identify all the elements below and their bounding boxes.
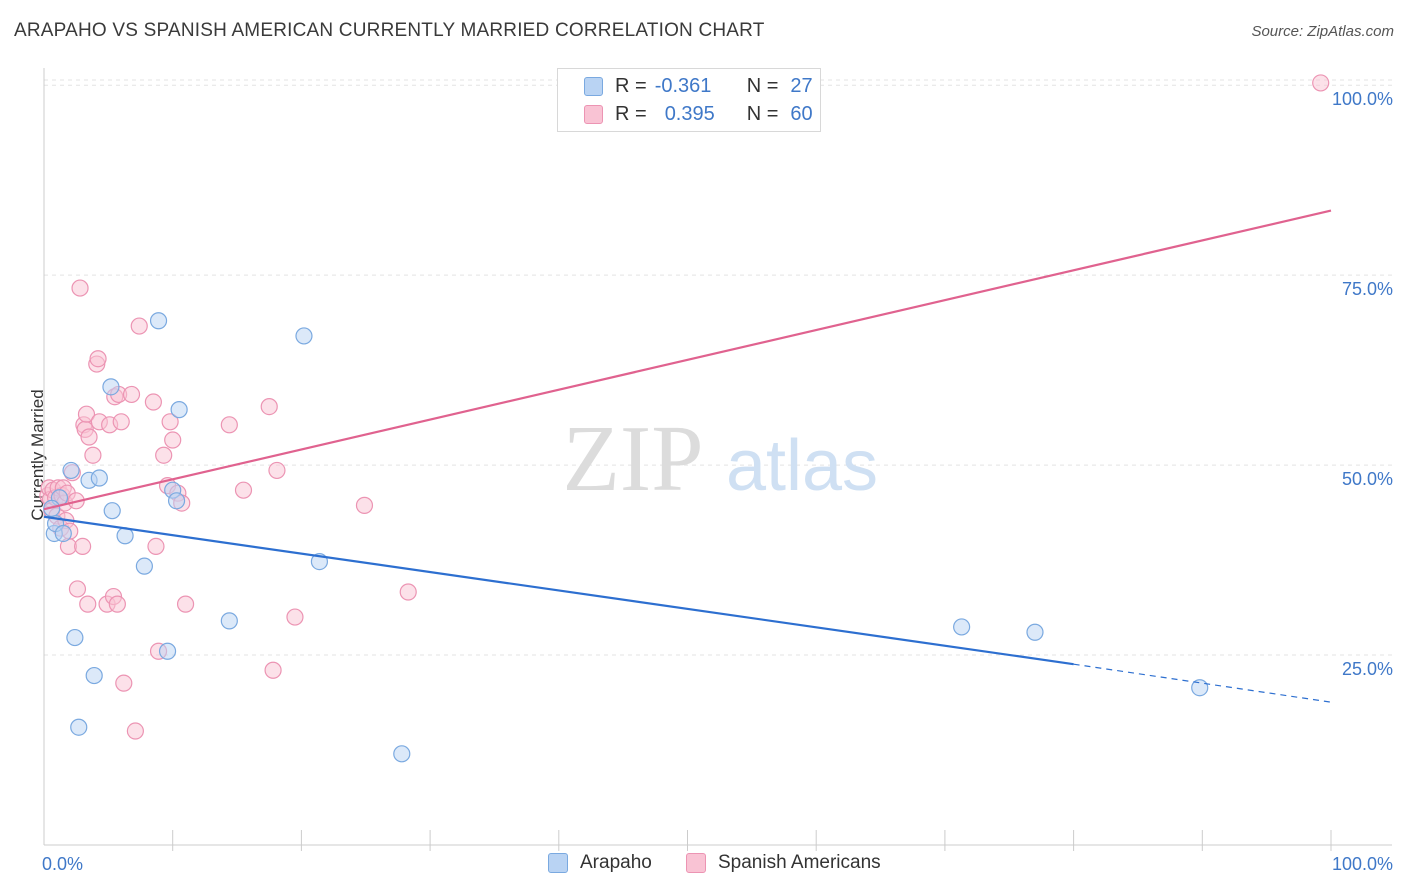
y-tick-label: 50.0% — [1342, 469, 1393, 489]
arapaho-point — [170, 401, 188, 419]
spanish-point — [355, 496, 374, 514]
spanish-point — [147, 537, 165, 555]
arapaho-point — [149, 312, 168, 330]
spanish-swatch — [686, 853, 706, 873]
spanish-point — [268, 461, 286, 480]
arapaho-point — [54, 524, 72, 543]
trend-lines — [43, 209, 1332, 703]
spanish-point — [80, 428, 98, 446]
n-value: 60 — [790, 102, 813, 125]
n-label: N = — [746, 74, 779, 97]
legend-item-arapaho[interactable]: Arapaho — [548, 852, 652, 874]
watermark-zip: ZIP — [563, 407, 704, 511]
arapaho-point — [393, 745, 411, 763]
chart-title: ARAPAHO VS SPANISH AMERICAN CURRENTLY MA… — [14, 20, 765, 41]
spanish-point — [1312, 74, 1330, 92]
spanish-point — [108, 595, 126, 613]
spanish-point — [79, 595, 97, 613]
arapaho-point — [90, 469, 108, 487]
arapaho-point — [62, 461, 80, 480]
arapaho-swatch — [548, 853, 568, 873]
legend-item-spanish[interactable]: Spanish Americans — [686, 852, 881, 874]
arapaho-point — [220, 612, 238, 630]
legend-label-spanish: Spanish Americans — [718, 852, 881, 873]
spanish-point — [155, 446, 173, 464]
arapaho-point — [85, 666, 103, 685]
y-tick-label: 100.0% — [1332, 89, 1393, 109]
spanish-point — [164, 431, 182, 449]
spanish-point — [71, 279, 89, 297]
x-tick-label: 100.0% — [1332, 854, 1393, 874]
arapaho-point — [102, 378, 120, 396]
arapaho-point — [158, 642, 177, 660]
gridlines — [44, 79, 1392, 656]
r-value: -0.361 — [654, 74, 712, 97]
arapaho-point — [66, 628, 84, 647]
legend-row-spanish: R = 0.395 N = 60 — [584, 102, 813, 126]
arapaho-point — [953, 618, 971, 636]
spanish-point — [176, 595, 195, 613]
spanish-point — [77, 405, 96, 423]
spanish-trend-line — [43, 209, 1332, 511]
source-label: Source: ZipAtlas.com — [1251, 23, 1394, 40]
arapaho-point — [1191, 679, 1209, 697]
spanish-point — [264, 661, 282, 679]
r-value: 0.395 — [664, 102, 715, 125]
spanish-point — [126, 722, 144, 740]
spanish-point — [130, 317, 148, 335]
series-legend: Arapaho Spanish Americans — [0, 852, 1406, 878]
r-label: R = — [615, 74, 647, 97]
spanish-point — [260, 397, 278, 416]
spanish-point — [84, 446, 102, 464]
arapaho-point — [135, 557, 153, 575]
legend-label-arapaho: Arapaho — [580, 852, 652, 873]
spanish-point — [122, 385, 141, 404]
spanish-point — [161, 413, 179, 431]
spanish-swatch — [584, 104, 603, 124]
watermark: ZIP atlas — [563, 407, 879, 511]
spanish-point — [68, 580, 87, 598]
n-value: 27 — [790, 74, 813, 97]
watermark-atlas: atlas — [726, 426, 878, 506]
spanish-point — [286, 608, 304, 626]
arapaho-trend-line — [43, 515, 1074, 666]
y-tick-label: 25.0% — [1342, 659, 1393, 679]
axes — [43, 68, 1392, 851]
spanish-point — [74, 537, 92, 555]
x-tick-label: 0.0% — [42, 854, 83, 874]
n-label: N = — [746, 102, 779, 125]
spanish-point — [89, 350, 107, 368]
arapaho-point — [103, 502, 121, 520]
spanish-point — [220, 416, 238, 434]
arapaho-points — [43, 312, 1209, 763]
arapaho-point — [295, 327, 313, 345]
spanish-point — [112, 413, 130, 431]
arapaho-point — [1026, 623, 1044, 641]
arapaho-point — [167, 492, 186, 510]
spanish-point — [115, 674, 133, 692]
legend-row-arapaho: R = -0.361 N = 27 — [584, 74, 813, 98]
arapaho-swatch — [584, 76, 603, 96]
arapaho-point — [70, 718, 88, 736]
spanish-point — [144, 393, 162, 411]
tick-labels: 25.0% 50.0% 75.0% 100.0% 0.0% 100.0% — [42, 89, 1393, 874]
spanish-point — [399, 583, 417, 601]
spanish-point — [234, 481, 253, 499]
correlation-legend: R = -0.361 N = 27 R = 0.395 N = 60 — [557, 68, 821, 132]
r-label: R = — [615, 102, 647, 125]
y-tick-label: 75.0% — [1342, 279, 1393, 299]
